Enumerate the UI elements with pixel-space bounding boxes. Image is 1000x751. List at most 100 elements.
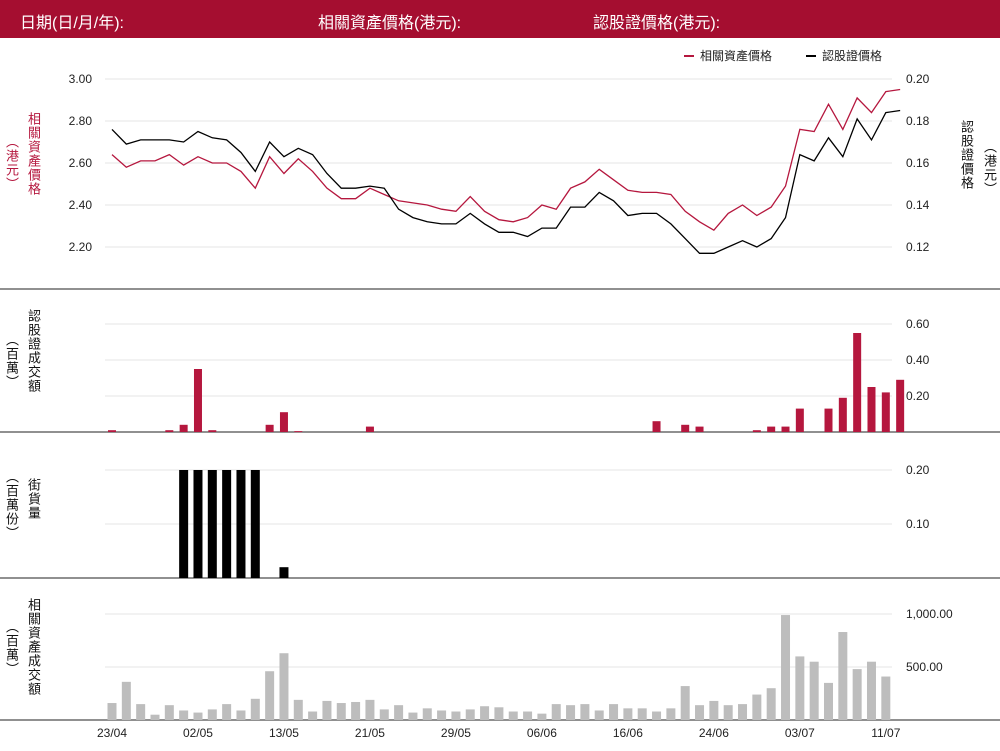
underlying-turnover-bar bbox=[394, 705, 404, 720]
underlying-turnover-bar bbox=[121, 681, 131, 720]
underlying-turnover-bar bbox=[781, 615, 791, 720]
underlying-turnover-bar bbox=[866, 661, 876, 720]
warrant-turnover-bar bbox=[853, 333, 862, 432]
outstanding-bar bbox=[193, 470, 203, 578]
warrant-turnover-bar bbox=[752, 430, 761, 432]
price-left-axis-unit: （港元） bbox=[4, 135, 19, 191]
warrant-turnover-bar bbox=[294, 431, 303, 433]
warrant-turnover-bar bbox=[767, 426, 776, 432]
underlying-turnover-bar bbox=[351, 701, 361, 720]
underlying-turnover-bar bbox=[480, 706, 490, 720]
warrant-turnover-bar bbox=[795, 408, 804, 432]
underlying-turnover-axis-unit: （百萬） bbox=[4, 620, 19, 676]
underlying-turnover-bar bbox=[652, 711, 662, 720]
underlying-turnover-bar bbox=[193, 712, 203, 720]
price-right-axis-title: 認股證價格 bbox=[959, 120, 974, 190]
warrant-turnover-bar bbox=[867, 387, 876, 432]
date-label: 日期(日/月/年): bbox=[20, 15, 124, 32]
warrant-turnover-tick-label: 0.60 bbox=[906, 317, 930, 331]
underlying-turnover-bar bbox=[580, 704, 590, 720]
x-tick-label: 11/07 bbox=[871, 726, 900, 740]
warrant-turnover-bar bbox=[365, 426, 374, 432]
underlying-turnover-bar bbox=[752, 694, 762, 720]
x-tick-label: 03/07 bbox=[785, 726, 815, 740]
underlying-turnover-bar bbox=[308, 711, 318, 720]
warrant-turnover-bar bbox=[838, 397, 847, 432]
warrant-turnover-bar bbox=[881, 392, 890, 432]
price-right-tick-label: 0.12 bbox=[906, 240, 930, 254]
outstanding-bar bbox=[236, 470, 246, 578]
outstanding-bar bbox=[279, 567, 289, 578]
underlying-turnover-bar bbox=[666, 708, 676, 720]
price-right-tick-label: 0.20 bbox=[906, 72, 930, 86]
warrant-turnover-bar bbox=[695, 426, 704, 432]
price-left-tick-label: 2.60 bbox=[69, 156, 93, 170]
legend-underlying-label: 相關資產價格 bbox=[700, 48, 772, 63]
underlying-turnover-bar bbox=[437, 710, 447, 720]
underlying-turnover-bar bbox=[179, 710, 189, 720]
underlying-turnover-bar bbox=[623, 708, 633, 720]
outstanding-tick-label: 0.20 bbox=[906, 463, 930, 477]
underlying-turnover-bar bbox=[824, 682, 833, 720]
underlying-turnover-bar bbox=[265, 671, 275, 720]
underlying-turnover-bar bbox=[150, 714, 160, 720]
underlying-turnover-tick-label: 500.00 bbox=[906, 660, 943, 674]
warrant-turnover-bar bbox=[824, 408, 833, 432]
warrant-turnover-bar bbox=[681, 424, 690, 432]
underlying-turnover-bar bbox=[336, 703, 346, 720]
underlying-turnover-bar bbox=[164, 705, 174, 720]
underlying-turnover-bar bbox=[537, 713, 547, 720]
outstanding-bar bbox=[207, 470, 217, 578]
warrant-turnover-tick-label: 0.20 bbox=[906, 389, 930, 403]
x-tick-label: 06/06 bbox=[527, 726, 557, 740]
underlying-turnover-bar bbox=[766, 688, 776, 720]
underlying-turnover-bar bbox=[508, 711, 518, 720]
warrant-turnover-bar bbox=[896, 379, 905, 432]
underlying-turnover-bar bbox=[680, 686, 690, 720]
underlying-turnover-bar bbox=[795, 656, 805, 720]
price-left-tick-label: 2.40 bbox=[69, 198, 93, 212]
outstanding-bar bbox=[179, 470, 189, 578]
underlying-turnover-axis-title: 相關資產成交額 bbox=[26, 598, 41, 696]
x-tick-label: 29/05 bbox=[441, 726, 471, 740]
warrant-turnover-bar bbox=[165, 430, 174, 432]
underlying-turnover-bar bbox=[723, 705, 733, 720]
x-tick-label: 13/05 bbox=[269, 726, 299, 740]
underlying-turnover-bar bbox=[379, 709, 389, 720]
outstanding-bar bbox=[250, 470, 260, 578]
warrant-turnover-bar bbox=[208, 430, 217, 432]
warrant-turnover-axis-title: 認股證成交額 bbox=[26, 309, 41, 393]
underlying-turnover-bar bbox=[222, 704, 232, 720]
price-left-axis-title: 相關資產價格 bbox=[26, 112, 41, 196]
outstanding-axis-unit: （百萬份） bbox=[4, 470, 19, 540]
price-left-tick-label: 2.20 bbox=[69, 240, 93, 254]
x-tick-label: 02/05 bbox=[183, 726, 213, 740]
underlying-turnover-bar bbox=[709, 700, 719, 720]
price-left-tick-label: 2.80 bbox=[69, 114, 93, 128]
warrant-turnover-bar bbox=[108, 430, 116, 432]
underlying-turnover-bar bbox=[207, 709, 217, 720]
warrant-turnover-axis-unit: （百萬） bbox=[4, 333, 19, 389]
underlying-turnover-bar bbox=[594, 710, 604, 720]
underlying-turnover-bar bbox=[551, 704, 561, 720]
underlying-turnover-bar bbox=[695, 705, 705, 720]
price-right-axis-unit: （港元） bbox=[982, 140, 997, 196]
underlying-price-line bbox=[111, 88, 901, 232]
warrant-turnover-bar bbox=[652, 421, 661, 432]
underlying-turnover-bar bbox=[236, 710, 246, 720]
underlying-turnover-bar bbox=[293, 699, 303, 720]
underlying-turnover-bar bbox=[494, 707, 504, 720]
price-right-tick-label: 0.16 bbox=[906, 156, 930, 170]
warrant-turnover-bar bbox=[279, 412, 288, 432]
underlying-turnover-bar bbox=[881, 676, 891, 720]
outstanding-axis-title: 街貨量 bbox=[26, 478, 41, 520]
underlying-turnover-bar bbox=[609, 704, 619, 720]
underlying-turnover-bar bbox=[136, 704, 146, 720]
warrant-price-label: 認股證價格(港元): bbox=[593, 15, 721, 32]
underlying-turnover-bar bbox=[107, 703, 117, 720]
underlying-turnover-bar bbox=[408, 712, 418, 720]
underlying-turnover-bar bbox=[566, 705, 576, 720]
outstanding-bar bbox=[222, 470, 232, 578]
underlying-turnover-bar bbox=[250, 698, 260, 720]
